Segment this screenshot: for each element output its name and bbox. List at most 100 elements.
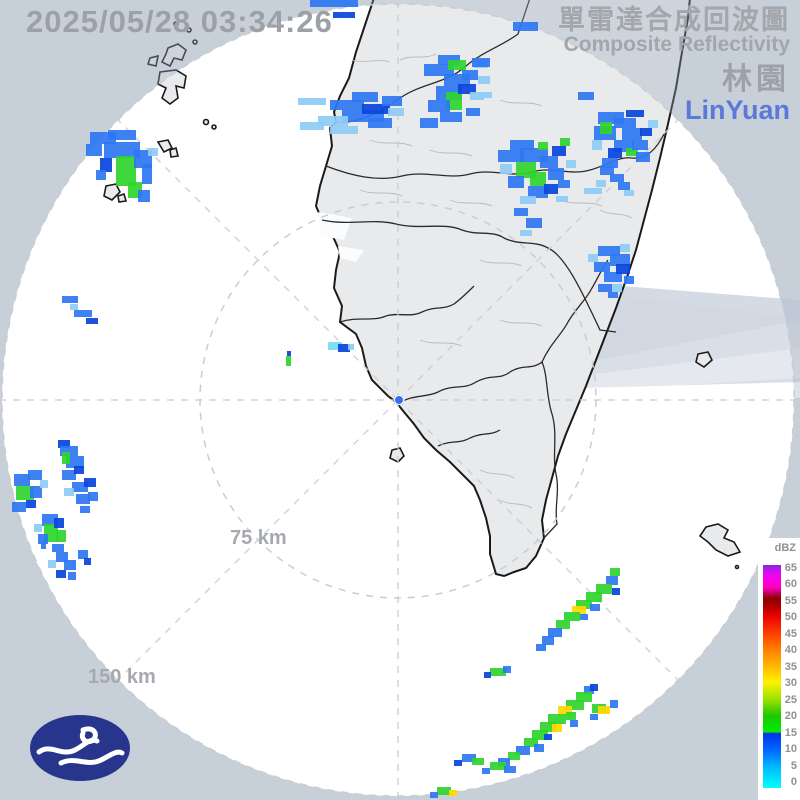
echo-cell <box>566 712 576 720</box>
echo-cell <box>616 264 630 274</box>
echo-cell <box>594 262 610 272</box>
echo-cell <box>52 544 64 552</box>
station-name-en: LinYuan <box>684 94 790 125</box>
echo-cell <box>503 666 511 673</box>
echo-cell <box>596 180 606 187</box>
echo-cell <box>552 146 566 156</box>
range-label-75km: 75 km <box>230 527 287 549</box>
dbz-tick-35: 35 <box>784 660 797 673</box>
echo-cell <box>514 208 528 216</box>
echo-cell <box>536 644 546 651</box>
dbz-tick-45: 45 <box>784 627 797 640</box>
echo-cell <box>62 296 78 303</box>
echo-cell <box>624 276 634 284</box>
echo-cell <box>500 164 512 174</box>
echo-cell <box>610 568 620 576</box>
echo-cell <box>570 720 578 727</box>
echo-cell <box>28 470 42 480</box>
echo-cell <box>352 92 378 102</box>
echo-cell <box>68 572 76 580</box>
echo-cell <box>76 494 90 504</box>
echo-cell <box>592 140 602 150</box>
echo-cell <box>310 0 358 7</box>
echo-cell <box>286 356 291 366</box>
echo-cell <box>78 550 88 559</box>
echo-cell <box>598 246 620 256</box>
echo-cell <box>586 592 602 602</box>
echo-cell <box>532 730 548 740</box>
echo-cell <box>520 230 532 236</box>
echo-cell <box>564 612 580 621</box>
echo-cell <box>328 342 342 350</box>
dbz-colorbar <box>763 565 781 788</box>
echo-cell <box>430 792 438 798</box>
echo-cell <box>86 318 98 324</box>
echo-cell <box>62 452 70 464</box>
echo-cell <box>74 466 84 474</box>
echo-cell <box>134 150 152 168</box>
echo-cell <box>598 706 610 714</box>
echo-cell <box>538 142 548 150</box>
echo-cell <box>70 304 78 310</box>
echo-cell <box>100 158 112 172</box>
echo-cell <box>558 706 572 716</box>
dbz-tick-0: 0 <box>790 775 797 788</box>
echo-cell <box>440 112 462 122</box>
echo-cell <box>608 292 618 298</box>
echo-cell <box>420 118 438 128</box>
echo-cell <box>84 558 91 565</box>
echo-cell <box>478 76 490 84</box>
echo-cell <box>548 714 566 724</box>
echo-cell <box>449 790 457 796</box>
echo-cell <box>556 196 568 202</box>
echo-cell <box>138 190 150 202</box>
dbz-tick-5: 5 <box>790 759 797 772</box>
echo-cell <box>116 156 136 186</box>
echo-cell <box>602 158 618 168</box>
title-block: 單雷達合成回波圖 Composite Reflectivity 林園 LinYu… <box>558 6 790 125</box>
echo-cell <box>560 138 570 146</box>
echo-cell <box>556 620 570 629</box>
range-label-150km: 150 km <box>88 666 156 688</box>
echo-cell <box>30 486 42 498</box>
echo-cell <box>513 22 538 31</box>
echo-cell <box>588 254 598 262</box>
echo-cell <box>40 480 48 488</box>
dbz-tick-60: 60 <box>784 578 797 591</box>
echo-cell <box>338 344 350 352</box>
echo-cell <box>508 752 520 760</box>
echo-cell <box>58 440 70 448</box>
echo-cell <box>462 70 478 80</box>
dbz-tick-15: 15 <box>784 726 797 739</box>
echo-cell <box>300 122 324 130</box>
echo-cell <box>470 92 484 100</box>
echo-cell <box>584 188 602 194</box>
logo-wave-icon <box>36 726 125 766</box>
echo-cell <box>64 488 74 496</box>
echo-cell <box>74 310 92 317</box>
echo-cell <box>548 628 562 637</box>
echo-cell <box>626 148 638 156</box>
echo-cell <box>458 84 476 94</box>
echo-cell <box>578 92 594 100</box>
echo-cell <box>14 474 30 486</box>
station-name-zh: 林園 <box>722 63 790 97</box>
echo-cell <box>534 744 544 752</box>
range-rings <box>1 3 795 797</box>
echo-cell <box>584 686 594 694</box>
dbz-tick-10: 10 <box>784 743 797 756</box>
echo-cell <box>608 148 622 158</box>
echo-cell <box>580 614 588 620</box>
echo-cell <box>318 116 348 126</box>
echo-cell <box>448 60 466 70</box>
timestamp: 2025/05/28 03:34:26 <box>26 4 333 39</box>
echo-cell <box>552 724 562 732</box>
central-weather-bureau-logo <box>30 715 130 781</box>
echo-cell <box>640 128 652 136</box>
echo-cell <box>590 714 598 720</box>
dbz-unit-label: dBZ <box>774 542 796 554</box>
echo-cell <box>60 446 78 456</box>
reflectivity-echoes <box>12 0 658 798</box>
